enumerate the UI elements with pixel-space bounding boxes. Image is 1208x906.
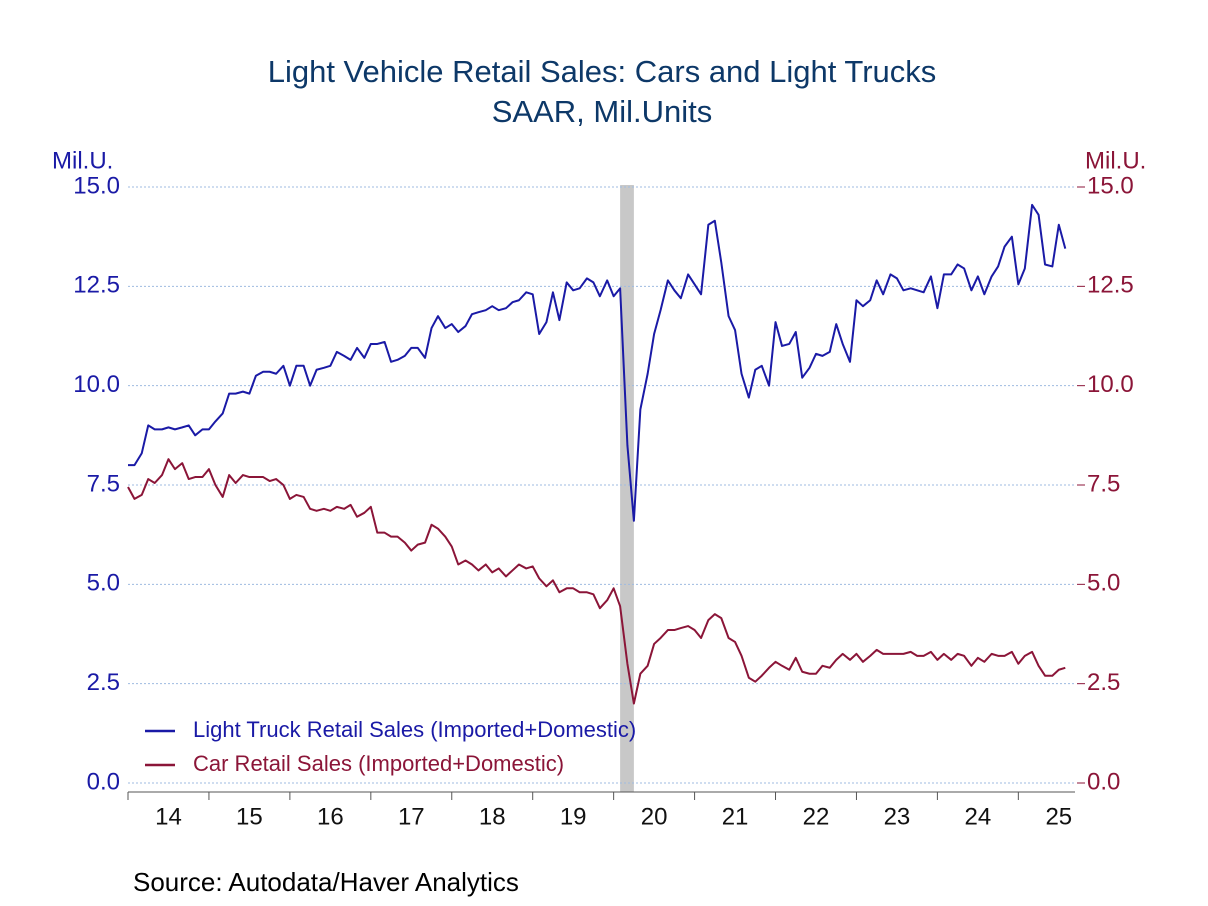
y2-tick-label: 7.5 <box>1087 470 1120 497</box>
x-tick-label: 22 <box>803 803 830 830</box>
y2-tick-label: 15.0 <box>1087 172 1134 199</box>
x-tick-label: 14 <box>155 803 182 830</box>
x-tick-label: 18 <box>479 803 506 830</box>
y2-tick-label: 2.5 <box>1087 669 1120 696</box>
y2-tick-label: 10.0 <box>1087 371 1134 398</box>
y-tick-label: 12.5 <box>73 272 120 299</box>
x-tick-label: 19 <box>560 803 587 830</box>
y2-axis-label: Mil.U. <box>1085 147 1146 174</box>
y2-tick-label: 5.0 <box>1087 570 1120 597</box>
x-tick-label: 25 <box>1045 803 1072 830</box>
y-tick-label: 10.0 <box>73 371 120 398</box>
y2-tick-label: 12.5 <box>1087 272 1134 299</box>
x-tick-label: 24 <box>965 803 992 830</box>
x-tick-label: 23 <box>884 803 911 830</box>
y-tick-label: 15.0 <box>73 172 120 199</box>
x-tick-label: 16 <box>317 803 344 830</box>
source-note: Source: Autodata/Haver Analytics <box>133 867 519 897</box>
chart-subtitle: SAAR, Mil.Units <box>492 94 712 129</box>
y-axis-label: Mil.U. <box>52 147 113 174</box>
x-tick-label: 21 <box>722 803 749 830</box>
series-line <box>128 203 1067 522</box>
series-line <box>127 458 1066 705</box>
legend-label: Car Retail Sales (Imported+Domestic) <box>193 751 564 776</box>
x-tick-label: 17 <box>398 803 425 830</box>
y-tick-label: 7.5 <box>87 470 120 497</box>
y-tick-label: 0.0 <box>87 768 120 795</box>
chart-title: Light Vehicle Retail Sales: Cars and Lig… <box>268 54 937 89</box>
x-tick-label: 15 <box>236 803 263 830</box>
y-tick-label: 5.0 <box>87 570 120 597</box>
x-tick-label: 20 <box>641 803 668 830</box>
y2-tick-label: 0.0 <box>1087 768 1120 795</box>
legend-label: Light Truck Retail Sales (Imported+Domes… <box>193 717 636 742</box>
y-tick-label: 2.5 <box>87 669 120 696</box>
